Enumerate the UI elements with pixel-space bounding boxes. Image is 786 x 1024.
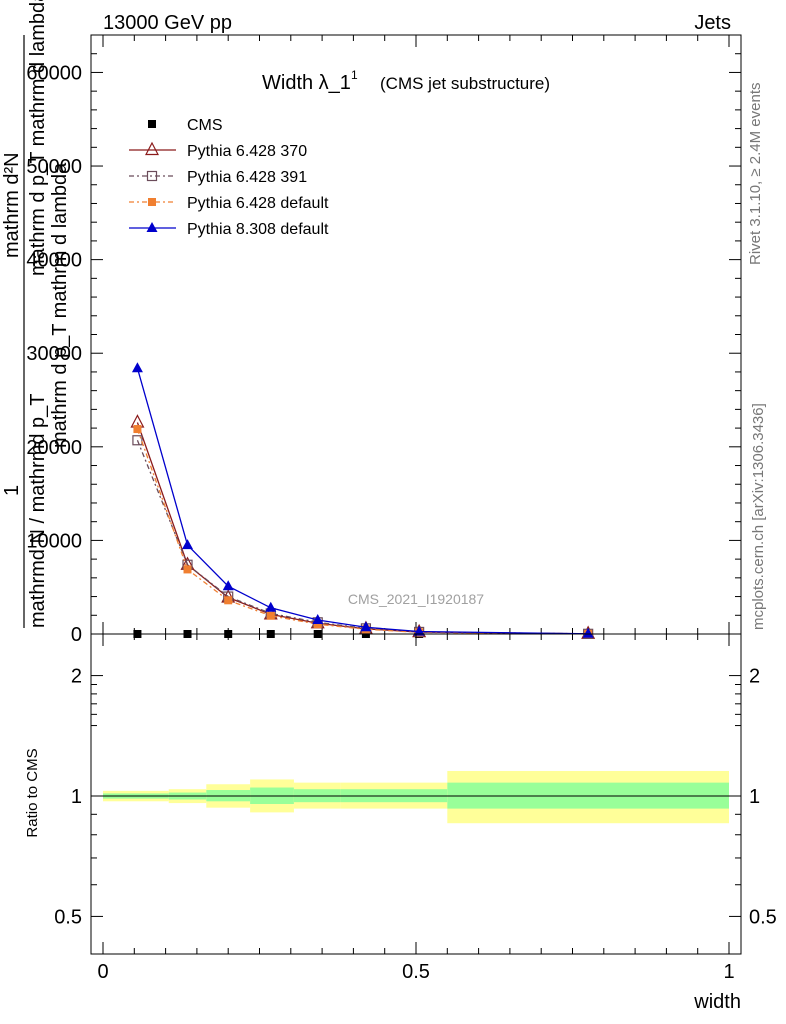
- main-ylabel: 1 mathrm d²N mathrm d p_T mathrm d lambd…: [1, 0, 71, 628]
- legend-swatch-marker: [146, 170, 158, 182]
- series-point: [312, 613, 324, 624]
- series-point: [360, 621, 372, 632]
- series-point: [132, 435, 143, 446]
- series-pythia-6-428-391: [132, 435, 594, 639]
- series-point: [133, 425, 142, 434]
- main-ytick-label: 40000: [26, 250, 82, 272]
- main-ytick-label: 20000: [26, 437, 82, 459]
- ratio-ytick-label-right: 1: [749, 786, 760, 808]
- x-tick-label: 0.5: [402, 961, 430, 983]
- series-point: [183, 565, 192, 574]
- series-point: [265, 601, 277, 612]
- legend-item: Pythia 6.428 default: [129, 195, 329, 212]
- legend-label: Pythia 6.428 391: [187, 169, 307, 186]
- legend-label: CMS: [187, 117, 223, 134]
- main-ytick-label: 30000: [26, 343, 82, 365]
- series-line: [136, 428, 589, 635]
- series-point: [224, 596, 233, 605]
- series-point: [313, 620, 322, 629]
- ratio-ytick-label-right: 2: [749, 666, 760, 688]
- ylabel-numerator: mathrm d²N: [1, 152, 23, 258]
- ratio-ylabel: Ratio to CMS: [24, 748, 41, 837]
- legend-item: Pythia 6.428 370: [129, 141, 307, 160]
- ylabel-numerator-cont: mathrm d p_T mathrm d lambda: [27, 0, 49, 276]
- main-ytick-label: 60000: [26, 62, 82, 84]
- chart-subtitle: (CMS jet substructure): [380, 74, 550, 93]
- main-ytick-label: 0: [71, 624, 82, 646]
- main-panel: 0 10000 20000 30000 40000 50000 60000 Width λ_…: [1, 0, 742, 646]
- legend-item: Pythia 6.428 391: [129, 169, 307, 186]
- ratio-panel: 0.5 0.5 1 1 2 2 0 0.5 1 Ratio to CMS width: [24, 633, 777, 1013]
- chart-title-main: Width λ_1: [262, 72, 351, 94]
- series-line: [136, 368, 589, 635]
- ylabel-denominator: mathrmd N / mathrmd p_T: [27, 393, 49, 628]
- series-point: [222, 580, 234, 591]
- series-point: [582, 627, 594, 638]
- rivet-label: Rivet 3.1.10, ≥ 2.4M events: [747, 83, 764, 266]
- x-tick-label: 0: [97, 961, 108, 983]
- x-tick-label: 1: [723, 961, 734, 983]
- ratio-ytick-label-left: 0.5: [54, 906, 82, 928]
- analysis-watermark: CMS_2021_I1920187: [348, 591, 484, 607]
- legend-item: Pythia 8.308 default: [129, 221, 329, 238]
- series-point: [131, 362, 143, 373]
- ylabel-denominator-cont: mathrm d p_T mathrm d lambda: [49, 162, 71, 448]
- main-axis-ticks: 0 10000 20000 30000 40000 50000 60000: [26, 34, 741, 646]
- header-left: 13000 GeV pp: [103, 12, 232, 34]
- ratio-axis-ticks: 0.5 0.5 1 1 2 2 0 0.5 1: [54, 634, 777, 983]
- legend-swatch-marker: [146, 222, 158, 232]
- ylabel-one: 1: [1, 485, 23, 496]
- main-ytick-label: 10000: [26, 530, 82, 552]
- legend-label: Pythia 6.428 370: [187, 143, 307, 160]
- legend-label: Pythia 8.308 default: [187, 221, 329, 238]
- legend-label: Pythia 6.428 default: [187, 195, 329, 212]
- legend-item: CMS: [148, 117, 223, 134]
- legend: CMS Pythia 6.428 370 Pythia 6.428 391 Pythi…: [129, 117, 329, 238]
- series-point: [182, 539, 194, 550]
- chart-title-sup: 1: [351, 68, 358, 82]
- legend-swatch-marker: [148, 198, 156, 206]
- chart-title: Width λ_11: [262, 68, 358, 94]
- legend-swatch-marker: [148, 120, 156, 128]
- mcplots-label: mcplots.cern.ch [arXiv:1306.3436]: [750, 403, 767, 630]
- series-point: [413, 625, 425, 636]
- x-axis-label: width: [693, 991, 741, 1013]
- ratio-ytick-label-left: 2: [71, 666, 82, 688]
- main-ytick-label: 50000: [26, 156, 82, 178]
- ratio-ytick-label-left: 1: [71, 786, 82, 808]
- series-point: [266, 611, 275, 620]
- ratio-bands: [103, 770, 729, 824]
- header-right: Jets: [694, 12, 731, 34]
- series-pythia-8-308-default: [131, 362, 594, 638]
- ratio-ytick-label-right: 0.5: [749, 906, 777, 928]
- legend-swatch-marker: [145, 141, 159, 156]
